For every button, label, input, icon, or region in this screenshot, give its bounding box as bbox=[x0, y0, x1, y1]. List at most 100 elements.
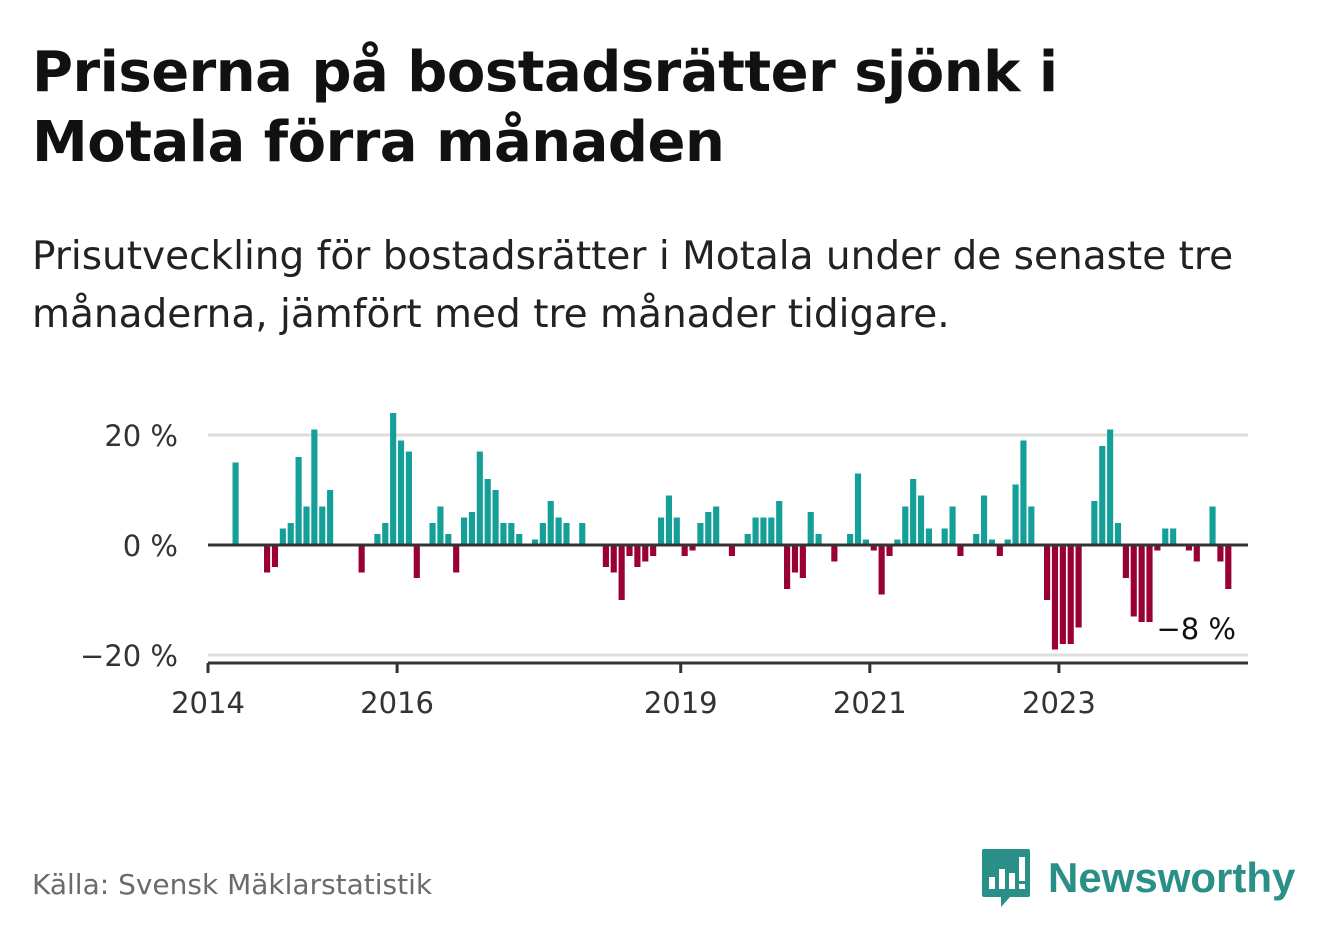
bar bbox=[910, 479, 917, 545]
bar bbox=[807, 512, 814, 545]
bar bbox=[397, 440, 405, 545]
bar bbox=[1028, 506, 1035, 545]
bar bbox=[508, 523, 515, 545]
bar bbox=[925, 528, 932, 545]
bar bbox=[689, 545, 696, 551]
bar bbox=[453, 545, 460, 573]
y-tick-label: 20 % bbox=[104, 419, 178, 453]
newsworthy-logo-icon bbox=[982, 849, 1030, 907]
bar bbox=[1099, 446, 1106, 545]
x-tick-label: 2016 bbox=[360, 686, 434, 720]
bar bbox=[1130, 545, 1137, 617]
bar bbox=[358, 545, 365, 573]
bar bbox=[429, 523, 436, 545]
bar bbox=[728, 545, 736, 556]
bar bbox=[831, 545, 838, 562]
bar bbox=[784, 545, 791, 589]
bar bbox=[941, 528, 948, 545]
bar bbox=[1225, 545, 1232, 589]
bar bbox=[713, 506, 720, 545]
annotations: −8 % bbox=[1156, 612, 1236, 646]
bar bbox=[878, 545, 885, 595]
bar bbox=[626, 545, 633, 556]
bar bbox=[673, 517, 680, 545]
x-tick-label: 2014 bbox=[171, 686, 245, 720]
bar bbox=[996, 545, 1003, 556]
bar bbox=[610, 545, 617, 573]
source-note: Källa: Svensk Mäklarstatistik bbox=[32, 868, 433, 901]
bar bbox=[1114, 523, 1122, 545]
bars bbox=[232, 413, 1232, 650]
bar bbox=[445, 534, 452, 545]
bar bbox=[1091, 501, 1098, 545]
bar bbox=[1170, 528, 1177, 545]
bar bbox=[980, 495, 988, 545]
bar bbox=[492, 490, 499, 545]
bar bbox=[1185, 545, 1192, 551]
bar bbox=[390, 413, 397, 545]
bar bbox=[1154, 545, 1161, 551]
bar bbox=[917, 495, 925, 545]
bar bbox=[949, 506, 956, 545]
chart-subtitle: Prisutveckling för bostadsrätter i Motal… bbox=[32, 234, 1234, 337]
bar bbox=[413, 545, 420, 578]
bar bbox=[634, 545, 641, 567]
bar bbox=[295, 457, 302, 545]
bar bbox=[279, 528, 286, 545]
bar bbox=[311, 429, 318, 545]
bar bbox=[618, 545, 625, 600]
bar bbox=[957, 545, 964, 556]
bar bbox=[271, 545, 279, 567]
bar bbox=[547, 501, 554, 545]
bar bbox=[1004, 539, 1011, 545]
bar bbox=[1107, 429, 1114, 545]
gridlines bbox=[208, 433, 1248, 657]
bar bbox=[460, 517, 468, 545]
bar bbox=[1012, 484, 1019, 545]
bar bbox=[650, 545, 657, 556]
bar bbox=[1075, 545, 1082, 628]
bar bbox=[531, 539, 539, 545]
bar bbox=[815, 534, 822, 545]
bar bbox=[303, 506, 310, 545]
bar bbox=[484, 479, 491, 545]
bar bbox=[847, 534, 854, 545]
bar bbox=[642, 545, 649, 562]
bar bbox=[500, 523, 507, 545]
bar bbox=[1209, 506, 1216, 545]
bar bbox=[744, 534, 751, 545]
bar bbox=[870, 545, 877, 551]
bar bbox=[476, 451, 483, 545]
bar bbox=[776, 501, 783, 545]
bar bbox=[405, 451, 412, 545]
bar bbox=[752, 517, 759, 545]
bar bbox=[602, 545, 609, 567]
bar bbox=[760, 517, 767, 545]
bar bbox=[555, 517, 562, 545]
bar bbox=[681, 545, 688, 556]
bar bbox=[468, 512, 476, 545]
bar bbox=[579, 523, 586, 545]
bar-chart: 20 % 0 % −20 % 2014 2016 2019 2021 2023 −8 % bbox=[80, 413, 1248, 720]
bar bbox=[1217, 545, 1224, 562]
chart-title: Priserna på bostadsrätter sjönk i Motala… bbox=[32, 40, 1058, 175]
bar bbox=[1162, 528, 1169, 545]
bar bbox=[327, 490, 334, 545]
bar bbox=[1193, 545, 1200, 562]
bar bbox=[287, 523, 294, 545]
bar bbox=[799, 545, 806, 578]
newsworthy-logo: Newsworthy bbox=[980, 848, 1295, 908]
bar bbox=[854, 473, 862, 545]
bar bbox=[374, 534, 381, 545]
axes bbox=[206, 543, 1248, 673]
bar bbox=[1044, 545, 1051, 600]
bar bbox=[886, 545, 893, 556]
bar bbox=[791, 545, 799, 573]
x-axis-labels: 2014 2016 2019 2021 2023 bbox=[171, 686, 1096, 720]
bar bbox=[665, 495, 672, 545]
bar bbox=[894, 539, 901, 545]
bar bbox=[988, 539, 996, 545]
bar bbox=[1067, 545, 1074, 644]
bar bbox=[862, 539, 869, 545]
bar bbox=[1020, 440, 1027, 545]
